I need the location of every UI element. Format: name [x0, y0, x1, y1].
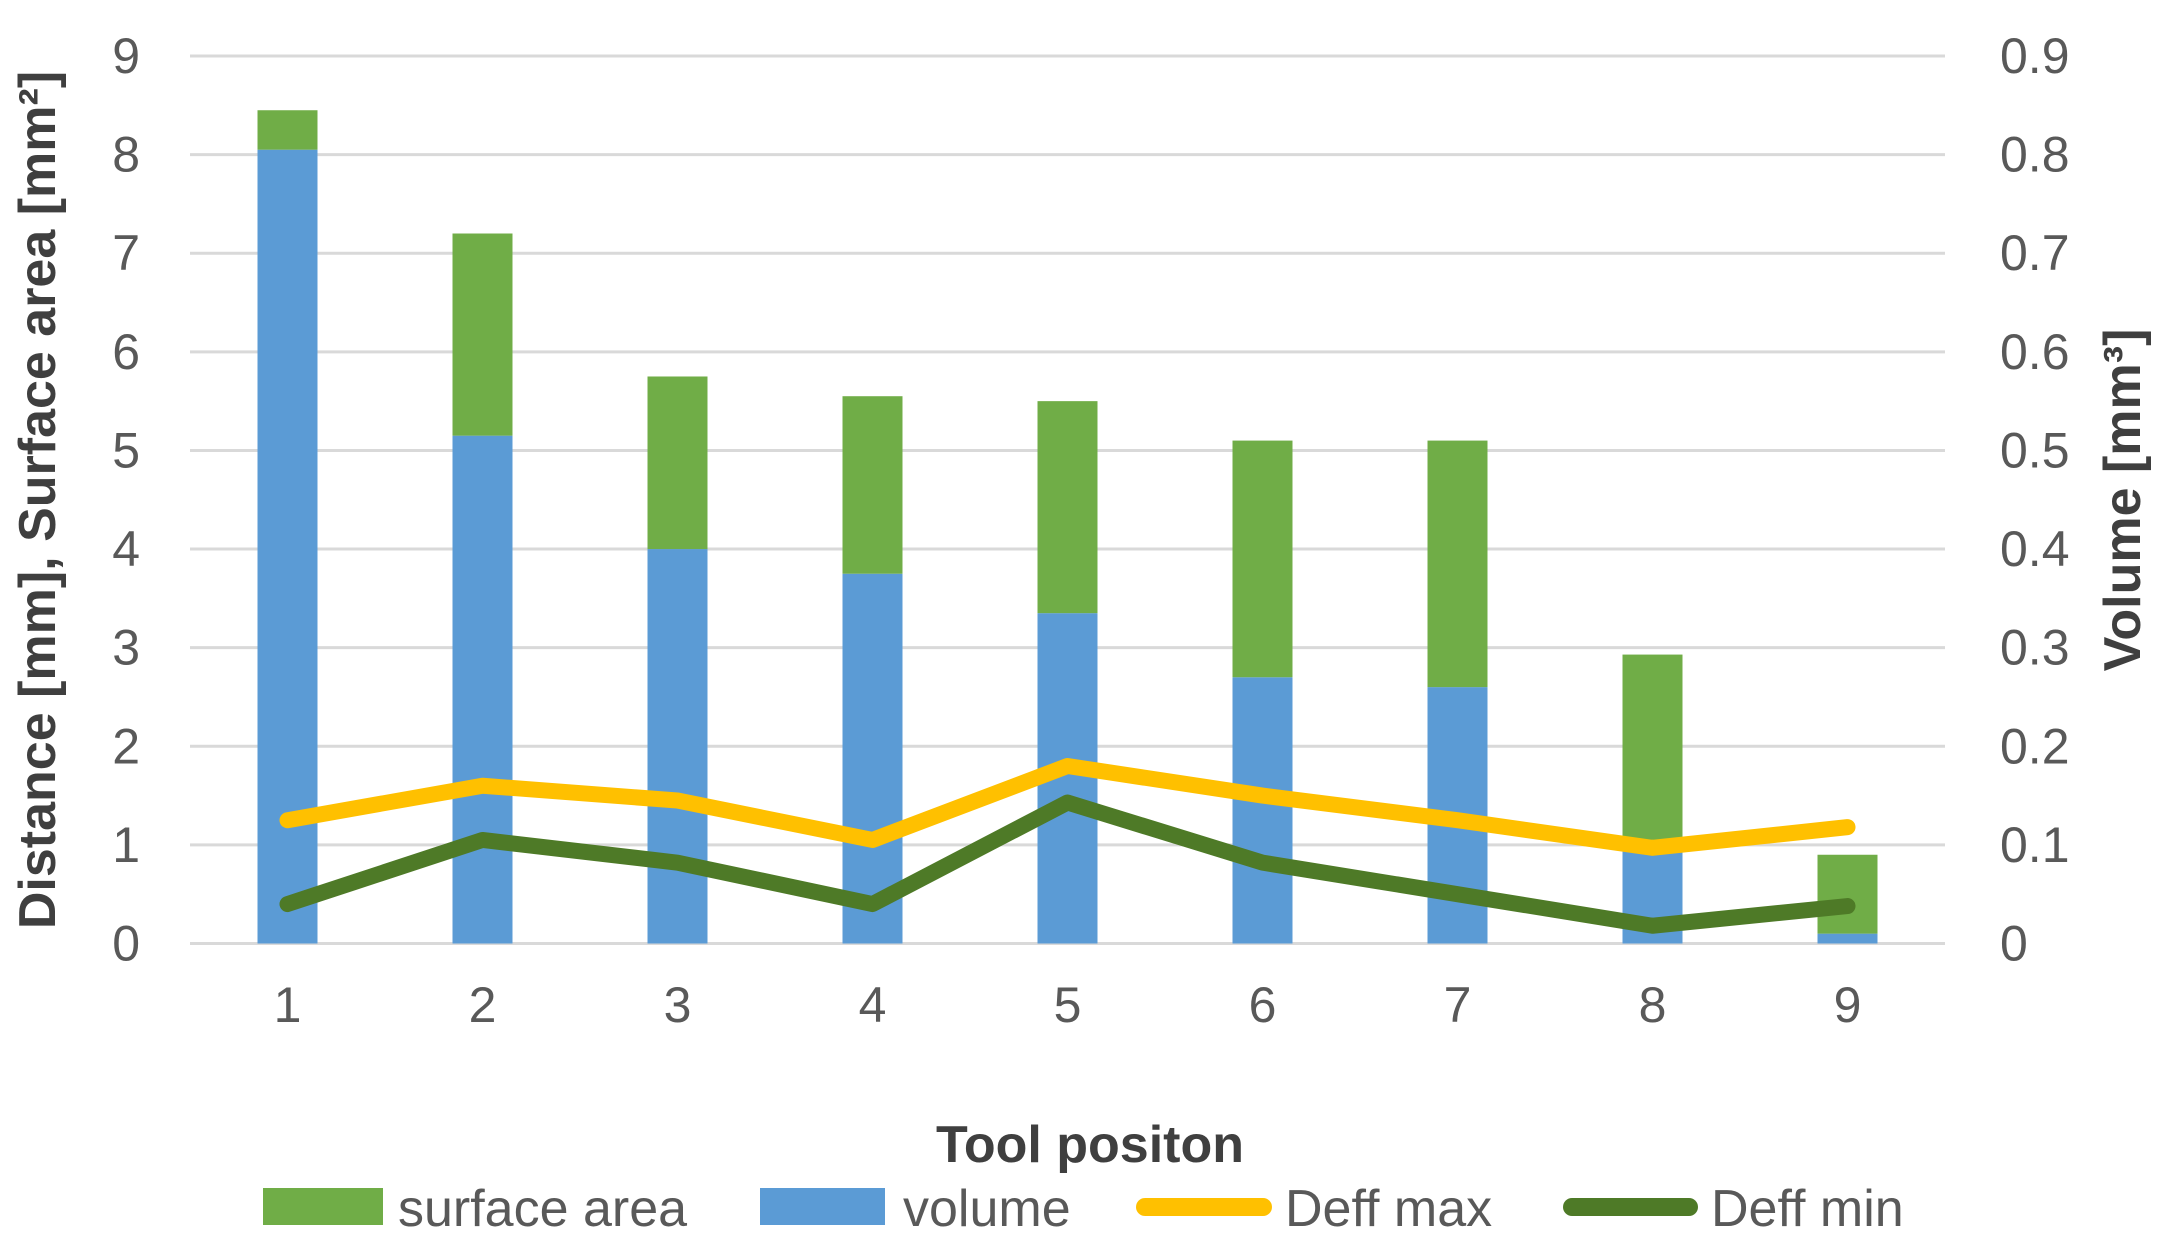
bar-volume-3 [647, 549, 708, 944]
bar-surface-area-8 [1622, 654, 1683, 850]
bars-layer [257, 110, 1878, 944]
legend-label-surface-area: surface area [398, 1180, 687, 1238]
right-tick-label: 0.1 [2000, 817, 2070, 873]
lines-layer [279, 758, 1856, 934]
left-tick-label: 8 [112, 127, 140, 183]
line-deff-min [279, 794, 1856, 934]
x-tick-label: 4 [859, 977, 887, 1033]
right-tick-label: 0.5 [2000, 422, 2070, 478]
left-tick-label: 1 [112, 817, 140, 873]
bar-volume-9 [1817, 933, 1878, 944]
legend-swatch-deff-max [1136, 1198, 1272, 1216]
right-tick-label: 0.4 [2000, 521, 2070, 577]
x-tick-label: 7 [1444, 977, 1472, 1033]
left-tick-label: 2 [112, 718, 140, 774]
legend-swatch-surface-area [263, 1188, 383, 1225]
x-axis-title: Tool positon [936, 1116, 1244, 1174]
x-tick-label: 5 [1054, 977, 1082, 1033]
right-tick-label: 0 [2000, 916, 2028, 972]
x-tick-label: 3 [664, 977, 692, 1033]
left-tick-label: 0 [112, 916, 140, 972]
bar-surface-area-4 [842, 396, 903, 574]
right-tick-label: 0.2 [2000, 718, 2070, 774]
legend-swatch-volume [760, 1188, 885, 1225]
left-tick-label: 4 [112, 521, 140, 577]
left-tick-label: 9 [112, 28, 140, 84]
bar-surface-area-5 [1037, 401, 1098, 614]
bar-volume-4 [842, 573, 903, 944]
left-tick-label: 5 [112, 422, 140, 478]
right-axis-ticks: 0 0.1 0.2 0.3 0.4 0.5 0.6 0.7 0.8 0.9 [2000, 28, 2070, 972]
bar-surface-area-1 [257, 110, 318, 150]
y-axis-right-title: Volume [mm³] [2094, 329, 2152, 672]
x-tick-label: 1 [274, 977, 302, 1033]
left-tick-label: 3 [112, 620, 140, 676]
x-tick-label: 9 [1834, 977, 1862, 1033]
legend-label-deff-min: Deff min [1711, 1180, 1904, 1238]
right-tick-label: 0.9 [2000, 28, 2070, 84]
left-tick-label: 6 [112, 324, 140, 380]
x-tick-label: 2 [469, 977, 497, 1033]
right-tick-label: 0.3 [2000, 620, 2070, 676]
bar-surface-area-6 [1232, 440, 1293, 678]
bar-surface-area-3 [647, 376, 708, 550]
legend-swatch-deff-min [1563, 1198, 1698, 1216]
right-tick-label: 0.8 [2000, 127, 2070, 183]
legend-label-deff-max: Deff max [1285, 1180, 1492, 1238]
bar-surface-area-2 [452, 233, 513, 436]
left-tick-label: 7 [112, 225, 140, 281]
legend-label-volume: volume [903, 1180, 1071, 1238]
x-tick-label: 6 [1249, 977, 1277, 1033]
bar-volume-2 [452, 435, 513, 944]
left-axis-ticks: 0 1 2 3 4 5 6 7 8 9 [112, 28, 140, 972]
right-tick-label: 0.6 [2000, 324, 2070, 380]
line-deff-max [279, 758, 1856, 856]
right-tick-label: 0.7 [2000, 225, 2070, 281]
y-axis-left-title: Distance [mm], Surface area [mm²] [9, 71, 67, 929]
bar-surface-area-7 [1427, 440, 1488, 688]
bar-surface-area-9 [1817, 854, 1878, 934]
x-tick-label: 8 [1639, 977, 1667, 1033]
x-axis-ticks: 1 2 3 4 5 6 7 8 9 [274, 977, 1862, 1033]
legend: surface area volume Deff max Deff min [263, 1180, 1904, 1238]
bar-volume-6 [1232, 677, 1293, 944]
